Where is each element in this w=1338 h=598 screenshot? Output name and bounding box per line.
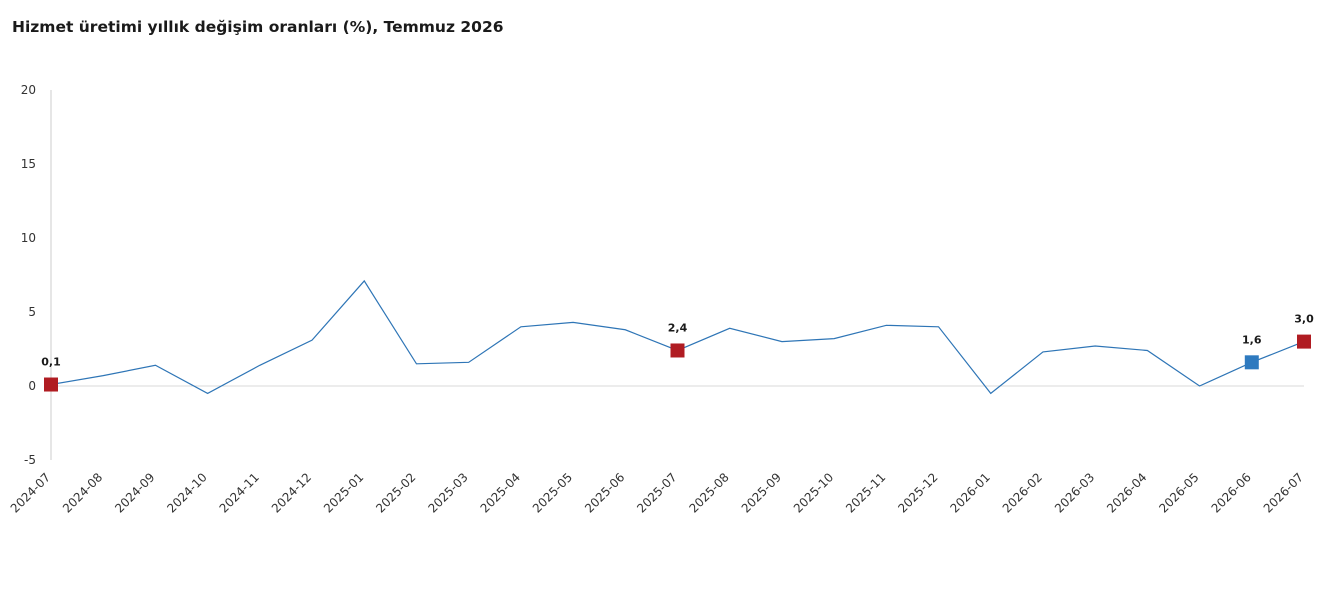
x-tick-label: 2025-06 bbox=[582, 470, 627, 515]
chart-title: Hizmet üretimi yıllık değişim oranları (… bbox=[12, 18, 504, 36]
y-tick-label: 5 bbox=[28, 305, 36, 319]
x-tick-label: 2025-01 bbox=[321, 470, 366, 515]
x-tick-label: 2025-08 bbox=[686, 470, 731, 515]
x-tick-label: 2025-02 bbox=[373, 470, 418, 515]
x-tick-label: 2025-04 bbox=[478, 470, 523, 515]
y-tick-label: 0 bbox=[28, 379, 36, 393]
x-tick-label: 2026-04 bbox=[1104, 470, 1149, 515]
data-point-marker bbox=[1244, 355, 1259, 370]
x-tick-label: 2024-07 bbox=[8, 470, 53, 515]
x-tick-label: 2025-12 bbox=[895, 470, 940, 515]
x-tick-label: 2026-05 bbox=[1156, 470, 1201, 515]
x-tick-label: 2024-08 bbox=[60, 470, 105, 515]
data-point-marker bbox=[1297, 334, 1311, 349]
y-tick-label: 10 bbox=[21, 231, 36, 245]
x-tick-label: 2026-01 bbox=[948, 470, 993, 515]
y-tick-label: 20 bbox=[21, 83, 36, 97]
x-tick-label: 2025-10 bbox=[791, 470, 836, 515]
x-tick-label: 2025-07 bbox=[634, 470, 679, 515]
x-tick-label: 2025-11 bbox=[843, 470, 888, 515]
y-tick-label: -5 bbox=[24, 453, 36, 467]
data-label: 2,4 bbox=[668, 321, 688, 334]
data-label: 3,0 bbox=[1294, 313, 1314, 326]
x-tick-label: 2025-03 bbox=[425, 470, 470, 515]
data-label: 1,6 bbox=[1242, 333, 1262, 346]
y-tick-label: 15 bbox=[21, 157, 36, 171]
x-tick-label: 2026-03 bbox=[1052, 470, 1097, 515]
data-label: 0,1 bbox=[41, 356, 61, 369]
x-tick-label: 2025-05 bbox=[530, 470, 575, 515]
data-point-marker bbox=[670, 343, 685, 358]
x-tick-label: 2024-11 bbox=[217, 470, 262, 515]
series-line bbox=[50, 279, 1305, 395]
x-tick-label: 2024-09 bbox=[112, 470, 157, 515]
x-tick-label: 2025-09 bbox=[739, 470, 784, 515]
x-tick-label: 2026-02 bbox=[1000, 470, 1045, 515]
x-tick-label: 2024-12 bbox=[269, 470, 314, 515]
x-tick-label: 2026-07 bbox=[1261, 470, 1306, 515]
x-tick-label: 2024-10 bbox=[164, 470, 209, 515]
data-point-marker bbox=[44, 377, 58, 392]
x-tick-label: 2026-06 bbox=[1209, 470, 1254, 515]
